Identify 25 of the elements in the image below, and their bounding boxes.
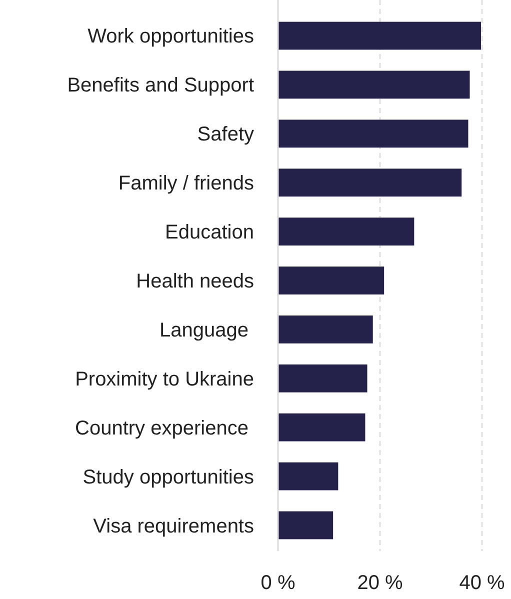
- bar: [278, 120, 468, 148]
- bar: [278, 168, 462, 197]
- y-tick-label: Health needs: [136, 270, 254, 292]
- bar: [278, 511, 334, 540]
- bar: [278, 266, 384, 294]
- y-tick-label: Proximity to Ukraine: [75, 368, 254, 390]
- y-tick-label: Family / friends: [118, 172, 254, 195]
- bar: [278, 413, 366, 442]
- bar: [278, 462, 338, 490]
- x-tick-label: 0 %: [260, 572, 296, 594]
- y-tick-label: Language: [159, 319, 254, 342]
- bar: [278, 218, 414, 246]
- y-tick-label: Benefits and Support: [67, 74, 254, 97]
- y-tick-label: Education: [165, 222, 254, 244]
- y-tick-label: Visa requirements: [93, 515, 254, 538]
- bar: [278, 364, 368, 392]
- bar: [278, 22, 481, 50]
- y-tick-label: Study opportunities: [82, 466, 254, 488]
- y-tick-label: Country experience: [75, 417, 254, 440]
- x-tick-label: 40 %: [459, 572, 506, 594]
- x-tick-label: 20 %: [357, 572, 404, 594]
- y-tick-label: Safety: [197, 124, 254, 146]
- bar: [278, 70, 470, 99]
- y-tick-label: Work opportunities: [88, 26, 254, 48]
- bar: [278, 316, 373, 344]
